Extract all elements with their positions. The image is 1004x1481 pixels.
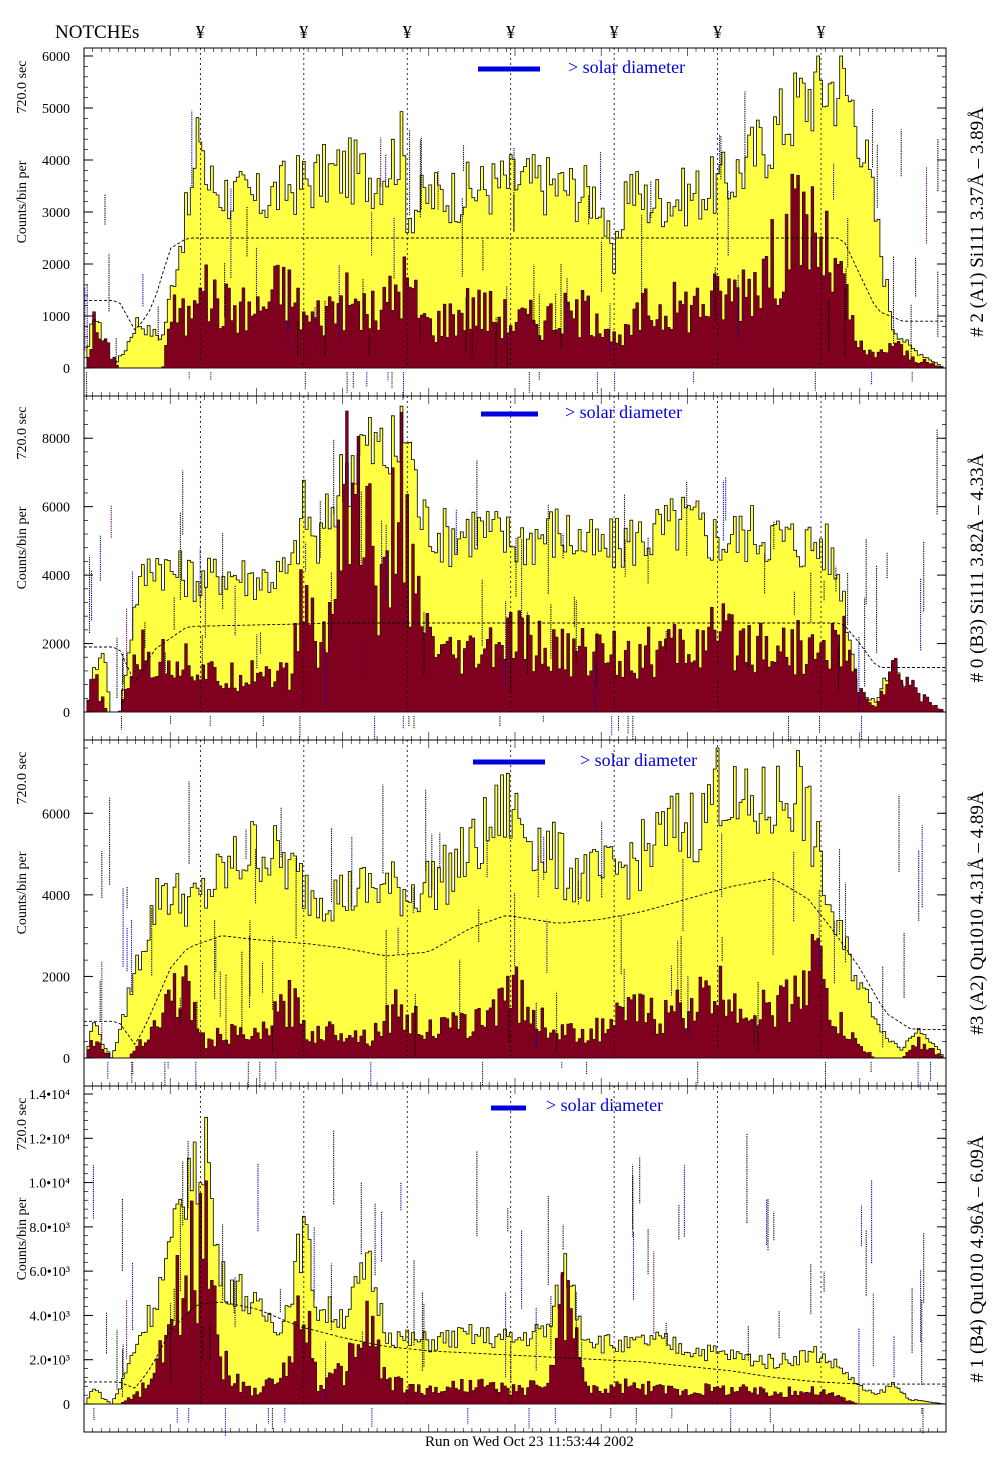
run-timestamp: Run on Wed Oct 23 11:53:44 2002 bbox=[425, 1434, 634, 1450]
y-axis-time-label: 720.0 sec bbox=[15, 61, 30, 114]
series-reference-line bbox=[84, 237, 946, 331]
notch-symbol: ¥ bbox=[713, 22, 722, 42]
y-axis-label: Counts/bin per bbox=[15, 506, 30, 589]
notch-symbol: ¥ bbox=[403, 22, 412, 42]
notch-symbol: ¥ bbox=[506, 22, 515, 42]
y-tick-label: 4000 bbox=[42, 569, 70, 584]
legend-text: > solar diameter bbox=[568, 57, 685, 77]
y-tick-label: 6000 bbox=[42, 501, 70, 516]
series-lower-area bbox=[84, 934, 946, 1059]
series-reference-line bbox=[84, 878, 946, 1046]
series-lower-area bbox=[84, 1180, 946, 1405]
y-tick-label: 0 bbox=[63, 362, 70, 377]
y-tick-label: 6.0•10³ bbox=[29, 1265, 70, 1280]
y-tick-label: 0 bbox=[63, 706, 70, 721]
y-axis-time-label: 720.0 sec bbox=[15, 407, 30, 460]
panel-right-label: # 1 (B4) Qu1010 4.96Å – 6.09Å bbox=[967, 1135, 988, 1382]
y-tick-label: 6000 bbox=[42, 807, 70, 822]
y-axis-time-label: 720.0 sec bbox=[15, 1098, 30, 1151]
legend-text: > solar diameter bbox=[580, 750, 697, 770]
panel-right-label: # 2 (A1) Si111 3.37Å – 3.89Å bbox=[967, 107, 988, 337]
series-reference-line bbox=[84, 1301, 946, 1389]
y-tick-label: 2000 bbox=[42, 638, 70, 653]
y-tick-label: 1.4•10⁴ bbox=[29, 1088, 70, 1103]
y-axis-label: Counts/bin per bbox=[15, 851, 30, 934]
y-tick-label: 6000 bbox=[42, 50, 70, 65]
y-tick-label: 4000 bbox=[42, 154, 70, 169]
panel-2: 0 2000 4000 6000 Counts/bin per 720.0 sec #3 (… bbox=[15, 739, 988, 1089]
notch-symbol: ¥ bbox=[817, 22, 826, 42]
panel-right-label: #3 (A2) Qu1010 4.31Å – 4.89Å bbox=[967, 791, 988, 1035]
legend-text: > solar diameter bbox=[546, 1095, 663, 1115]
panel-right-label: # 0 (B3) Si111 3.82Å – 4.33Å bbox=[967, 453, 988, 682]
notches-label: NOTCHEs bbox=[55, 22, 139, 43]
y-tick-label: 8.0•10³ bbox=[29, 1221, 70, 1236]
y-tick-label: 0 bbox=[63, 1398, 70, 1413]
panel-3: 0 2.0•10³ 4.0•10³ 6.0•10³ 8.0•10³ 1.0•10⁴ 1.2•… bbox=[15, 1085, 988, 1436]
y-tick-label: 2000 bbox=[42, 258, 70, 273]
y-tick-label: 1.2•10⁴ bbox=[29, 1132, 70, 1147]
notch-symbol: ¥ bbox=[299, 22, 308, 42]
y-tick-label: 5000 bbox=[42, 102, 70, 117]
notch-symbol: ¥ bbox=[610, 22, 619, 42]
series-lower-area bbox=[84, 173, 946, 369]
notch-markers: ¥ ¥ ¥ ¥ ¥ ¥ ¥ bbox=[196, 22, 826, 42]
series-lower-area bbox=[84, 410, 946, 713]
y-tick-label: 2000 bbox=[42, 970, 70, 985]
y-axis-time-label: 720.0 sec bbox=[15, 752, 30, 805]
series-reference-line bbox=[84, 622, 946, 684]
y-axis-label: Counts/bin per bbox=[15, 1197, 30, 1280]
y-tick-label: 0 bbox=[63, 1052, 70, 1067]
y-tick-label: 1.0•10⁴ bbox=[29, 1177, 70, 1192]
panel-0: 0 1000 2000 3000 4000 5000 6000 Counts/bin per 7… bbox=[15, 47, 988, 400]
panels: 0 1000 2000 3000 4000 5000 6000 Counts/bin per 7… bbox=[15, 47, 988, 1436]
y-tick-label: 4000 bbox=[42, 889, 70, 904]
series-total-area bbox=[84, 747, 946, 1059]
panel-1: 0 2000 4000 6000 8000 Counts/bin per 720.0 sec… bbox=[15, 395, 988, 742]
y-tick-label: 4.0•10³ bbox=[29, 1309, 70, 1324]
legend-text: > solar diameter bbox=[565, 402, 682, 422]
y-tick-label: 8000 bbox=[42, 432, 70, 447]
y-axis-label: Counts/bin per bbox=[15, 160, 30, 243]
y-tick-label: 3000 bbox=[42, 206, 70, 221]
notch-symbol: ¥ bbox=[196, 22, 205, 42]
y-tick-label: 2.0•10³ bbox=[29, 1354, 70, 1369]
y-tick-label: 1000 bbox=[42, 310, 70, 325]
